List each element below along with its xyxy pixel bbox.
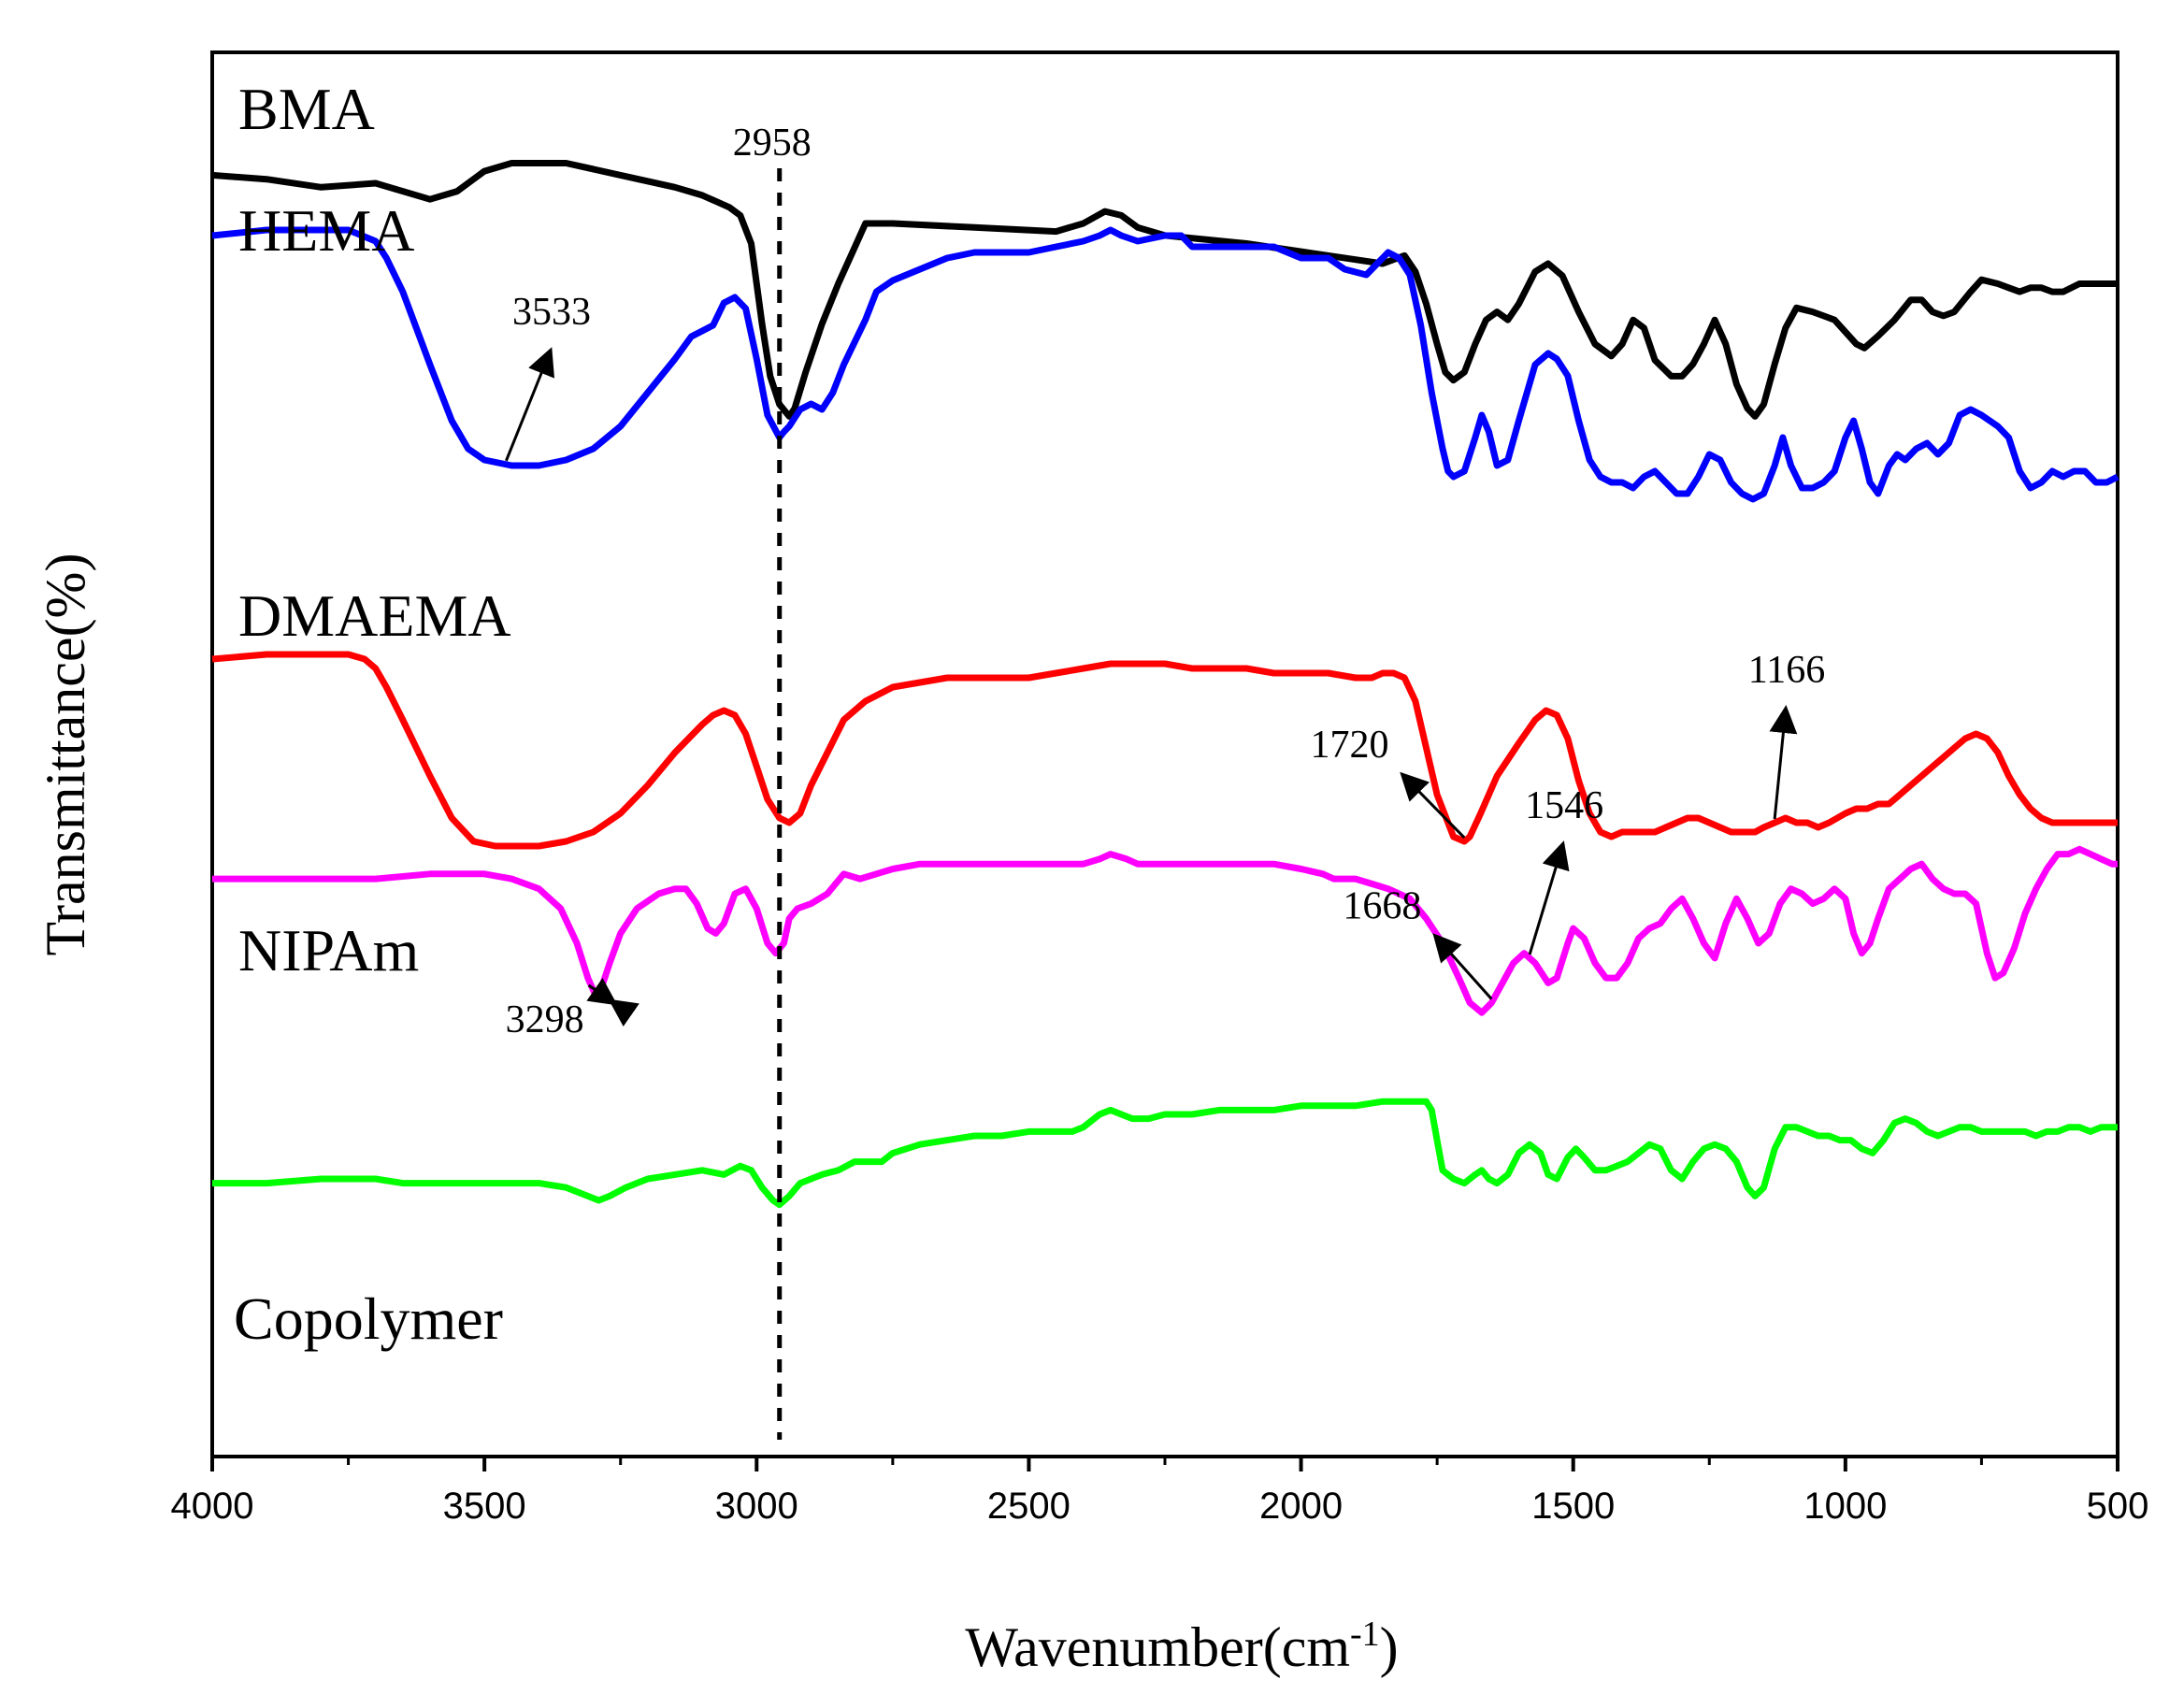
annotation-arrowhead-3298 bbox=[586, 977, 618, 1006]
x-axis-ticks: 4000 3500 3000 2500 2000 1500 1000 500 bbox=[171, 1457, 2149, 1527]
x-axis-title: Wavenumber(cm-1) bbox=[965, 1615, 1398, 1678]
series-line-dmaema bbox=[211, 651, 2118, 850]
series-line-nipam bbox=[212, 845, 2118, 1016]
series-label-copolymer: Copolymer bbox=[234, 1285, 503, 1352]
annotation-arrow-1166 bbox=[1769, 705, 1798, 820]
series-line-copolymer bbox=[212, 1098, 2118, 1209]
annotation-arrow-3533 bbox=[505, 347, 554, 462]
plot-frame bbox=[210, 50, 2119, 1458]
annotation-label-3298: 3298 bbox=[506, 998, 584, 1041]
reference-label: 2958 bbox=[733, 122, 812, 165]
series-label-bma: BMA bbox=[238, 76, 375, 142]
series-label-dmaema: DMAEMA bbox=[238, 582, 511, 649]
annotation-label-1668: 1668 bbox=[1343, 885, 1421, 928]
x-tick-label-3000: 3000 bbox=[715, 1486, 798, 1527]
annotation-label-1546: 1546 bbox=[1525, 784, 1603, 827]
x-tick-label-2000: 2000 bbox=[1259, 1486, 1343, 1527]
series-line-bma bbox=[211, 160, 2118, 420]
x-tick-label-3500: 3500 bbox=[443, 1486, 526, 1527]
series-line-hema bbox=[211, 226, 2119, 503]
series-layer bbox=[211, 160, 2119, 1209]
annotation-arrow-1546 bbox=[1528, 840, 1570, 955]
x-tick-label-500: 500 bbox=[2087, 1486, 2149, 1527]
annotation-label-1720: 1720 bbox=[1310, 724, 1388, 767]
x-tick-label-2500: 2500 bbox=[987, 1486, 1070, 1527]
x-tick-label-4000: 4000 bbox=[171, 1486, 254, 1527]
annotation-label-1166: 1166 bbox=[1748, 649, 1825, 692]
x-tick-label-1500: 1500 bbox=[1531, 1486, 1615, 1527]
annotation-label-3533: 3533 bbox=[512, 291, 591, 334]
y-axis-title: Transmittance(%) bbox=[35, 553, 96, 955]
series-label-hema: HEMA bbox=[238, 197, 414, 264]
annotation-layer: 3533 3298 1720 1166 1546 1668 bbox=[505, 291, 1825, 1041]
annotation-arrow-1720 bbox=[1400, 771, 1466, 840]
x-tick-label-1000: 1000 bbox=[1803, 1486, 1887, 1527]
series-label-nipam: NIPAm bbox=[238, 917, 419, 983]
annotation-arrow-1668 bbox=[1432, 933, 1493, 1000]
series-labels: BMA HEMA DMAEMA NIPAm Copolymer bbox=[234, 76, 511, 1352]
